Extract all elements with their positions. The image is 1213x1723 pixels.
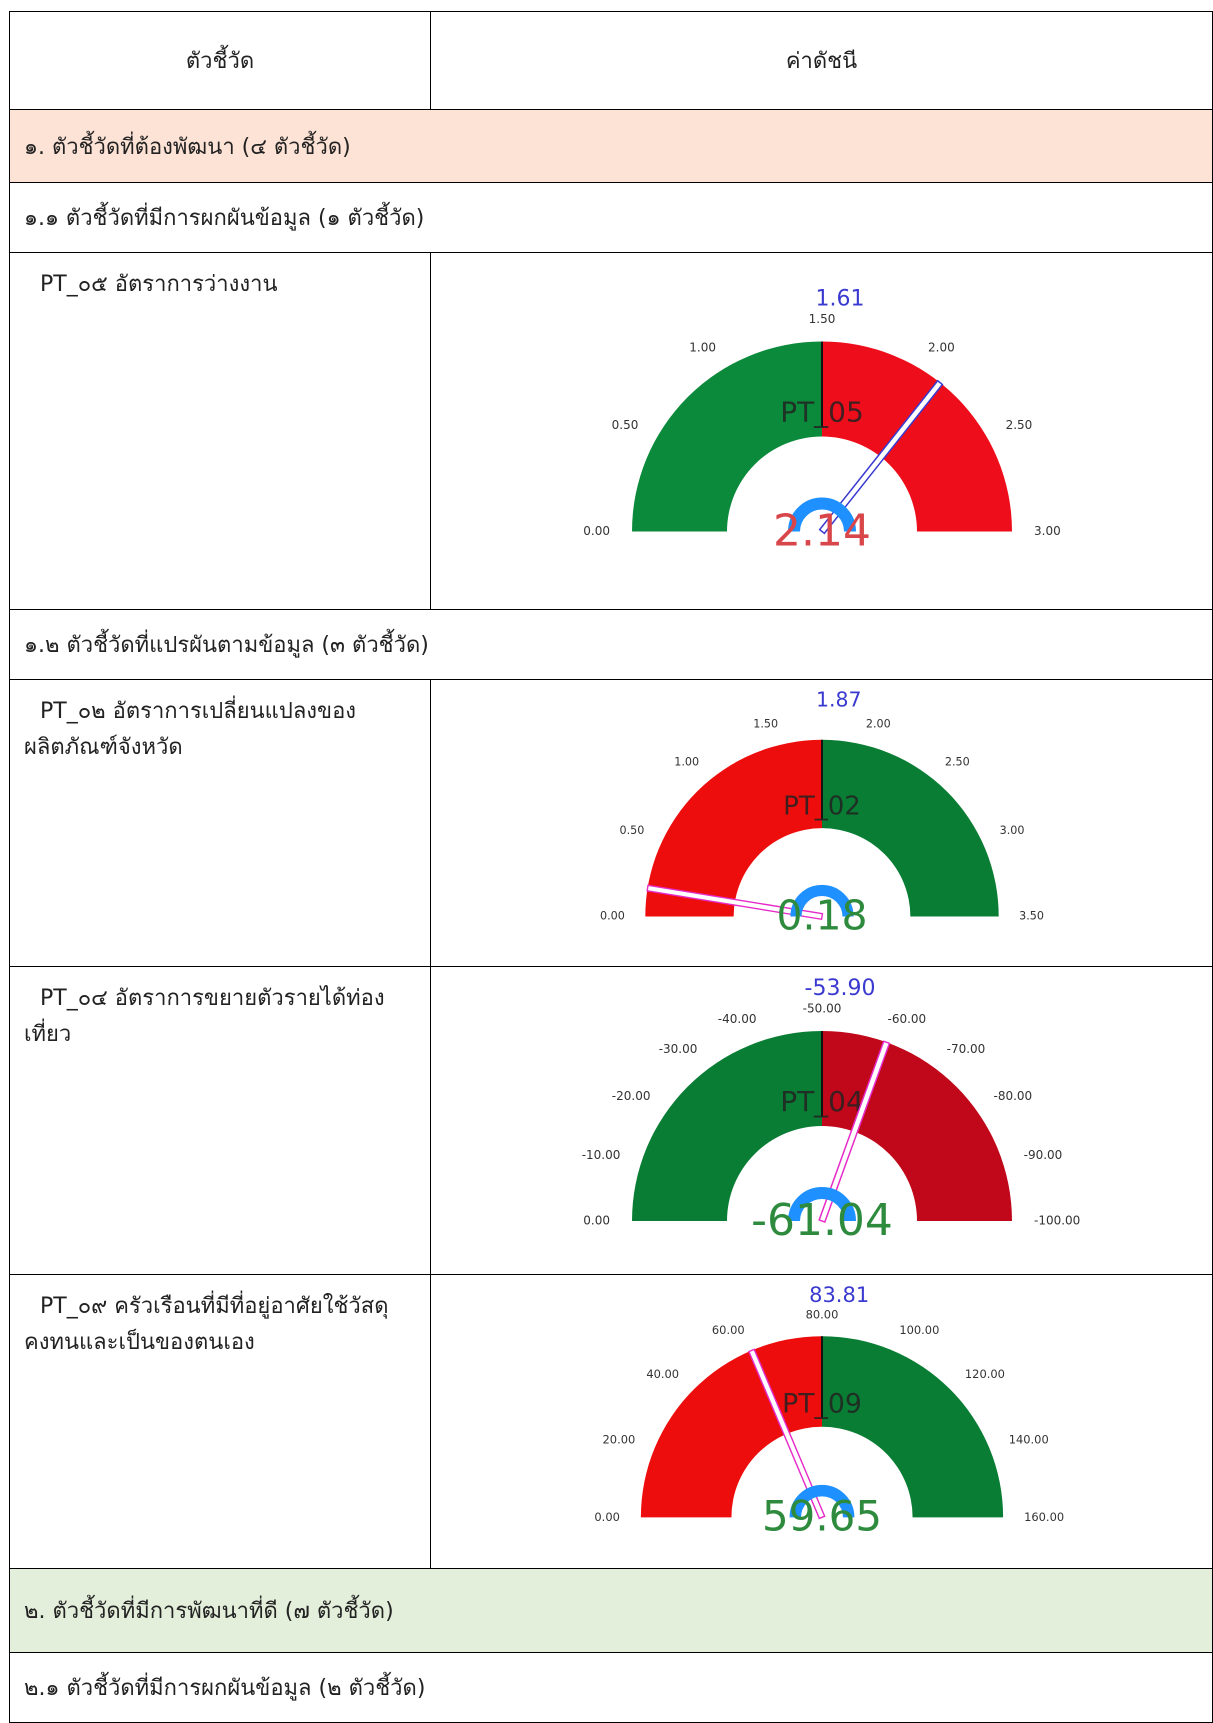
gauge-band: [644, 739, 822, 916]
indicator-row: PT_๐๔ อัตราการขยายตัวรายได้ท่องเที่ยว PT_…: [9, 966, 1213, 1275]
section-row: ๑.๒ ตัวชี้วัดที่แปรผันตามข้อมูล (๓ ตัวชี…: [9, 609, 1213, 680]
tick-label: -40.00: [717, 1011, 756, 1025]
indicator-name: PT_๐๒ อัตราการเปลี่ยนแปลงของผลิตภัณฑ์จัง…: [9, 679, 431, 967]
gauge-reading: 1.61: [815, 286, 864, 311]
tick-label: 0.00: [583, 1213, 610, 1227]
tick-label: 120.00: [964, 1366, 1004, 1380]
section-row: ๑. ตัวชี้วัดที่ต้องพัฒนา (๔ ตัวชี้วัด): [9, 109, 1213, 183]
table-body: ตัวชี้วัด ค่าดัชนี ๑. ตัวชี้วัดที่ต้องพั…: [9, 11, 1213, 1723]
gauge-band: [821, 1335, 1003, 1517]
tick-label: 2.00: [928, 340, 955, 354]
gauge-value: 59.65: [761, 1491, 881, 1540]
needle-hub: [789, 884, 854, 917]
gauge-cell: PT_02 0.00 0.50 1.00 1.50 2.00 2.50 3.00 3.50 1.8…: [430, 679, 1213, 967]
tick-label: 2.50: [1005, 418, 1032, 432]
section-cell: ๑.๒ ตัวชี้วัดที่แปรผันตามข้อมูล (๓ ตัวชี…: [9, 609, 1213, 680]
gauge: PT_05 0.00 0.50 1.00 1.50 2.00 2.50 3.00 1.61 2.1…: [583, 286, 1061, 556]
tick-label: 1.00: [674, 755, 699, 768]
section-row: ๒.๑ ตัวชี้วัดที่มีการผกผันข้อมูล (๒ ตัวช…: [9, 1652, 1213, 1723]
header-cell: ค่าดัชนี: [430, 11, 1213, 110]
tick-label: -20.00: [611, 1088, 650, 1102]
tick-label: 60.00: [711, 1323, 744, 1337]
gauge-cell: PT_09 0.00 20.00 40.00 60.00 80.00 100.00 120.0…: [430, 1274, 1213, 1569]
tick-label: 3.00: [1034, 524, 1061, 538]
tick-label: -10.00: [581, 1147, 620, 1161]
section-row: ๒. ตัวชี้วัดที่มีการพัฒนาที่ดี (๗ ตัวชี้…: [9, 1568, 1213, 1653]
gauge-band: [821, 1030, 1012, 1221]
needle-hub: [787, 1186, 856, 1221]
section-cell: ๒. ตัวชี้วัดที่มีการพัฒนาที่ดี (๗ ตัวชี้…: [9, 1568, 1213, 1653]
tick-label: -60.00: [887, 1011, 926, 1025]
tick-label: 20.00: [602, 1432, 635, 1446]
tick-label: 2.00: [865, 717, 890, 730]
gauge-value: 2.14: [773, 505, 871, 556]
tick-label: 1.50: [808, 312, 835, 326]
gauge-cell: PT_04 0.00 -10.00 -20.00 -30.00 -40.00 -50.00-…: [430, 966, 1213, 1275]
header-row: ตัวชี้วัด ค่าดัชนี: [9, 11, 1213, 110]
tick-label: -70.00: [946, 1041, 985, 1055]
needle-hub: [787, 497, 856, 532]
tick-label: 140.00: [1008, 1432, 1048, 1446]
tick-label: 1.00: [689, 340, 716, 354]
tick-label: 0.00: [594, 1509, 619, 1523]
gauge: PT_02 0.00 0.50 1.00 1.50 2.00 2.50 3.00 3.50 1.8…: [599, 687, 1044, 939]
needle: [645, 884, 823, 920]
section-cell: ๒.๑ ตัวชี้วัดที่มีการผกผันข้อมูล (๒ ตัวช…: [9, 1652, 1213, 1723]
indicator-row: PT_๐๕ อัตราการว่างงาน PT_05 0.00 0.50 1.00 1.…: [9, 252, 1213, 610]
tick-label: 2.50: [944, 755, 969, 768]
tick-label: 3.00: [999, 823, 1024, 836]
gauge: PT_09 0.00 20.00 40.00 60.00 80.00 100.00 120.0…: [594, 1283, 1064, 1541]
gauge-title: PT_09: [782, 1388, 862, 1419]
gauge-value: 0.18: [776, 891, 867, 939]
gauge-reading: 83.81: [809, 1283, 869, 1307]
gauge: PT_040.00-10.00-20.00-30.00-40.00-50.00-…: [581, 976, 1080, 1246]
tick-label: 1.50: [753, 717, 778, 730]
indicator-name: PT_๐๔ อัตราการขยายตัวรายได้ท่องเที่ยว: [9, 966, 431, 1275]
needle: [818, 379, 943, 534]
tick-label: -50.00: [802, 1001, 841, 1015]
gauge-band: [631, 341, 822, 531]
tick-label: 80.00: [805, 1307, 838, 1321]
gauge-value: -61.04: [751, 1195, 893, 1246]
gauge-title: PT_02: [783, 791, 861, 821]
tick-label: 0.50: [619, 823, 644, 836]
section-cell: ๑. ตัวชี้วัดที่ต้องพัฒนา (๔ ตัวชี้วัด): [9, 109, 1213, 183]
header-cell: ตัวชี้วัด: [9, 11, 431, 110]
section-row: ๑.๑ ตัวชี้วัดที่มีการผกผันข้อมูล (๑ ตัวช…: [9, 182, 1213, 253]
gauge-reading: -53.90: [804, 976, 875, 1001]
indicator-name: PT_๐๙ ครัวเรือนที่มีที่อยู่อาศัยใช้วัสดุ…: [9, 1274, 431, 1569]
gauge-band: [821, 341, 1012, 531]
gauge-band: [821, 739, 999, 916]
gauge-title: PT_04: [780, 1085, 864, 1118]
tick-label: 0.00: [583, 524, 610, 538]
gauge-reading: 1.87: [815, 687, 861, 711]
tick-label: 40.00: [646, 1366, 679, 1380]
tick-label: 0.50: [611, 418, 638, 432]
tick-label: -30.00: [658, 1041, 697, 1055]
tick-label: 3.50: [1019, 909, 1044, 922]
gauge-band: [640, 1335, 822, 1517]
gauge-title: PT_05: [780, 395, 864, 428]
gauge-band: [631, 1030, 822, 1221]
section-cell: ๑.๑ ตัวชี้วัดที่มีการผกผันข้อมูล (๑ ตัวช…: [9, 182, 1213, 253]
tick-label: 0.00: [599, 909, 624, 922]
needle-hub: [789, 1484, 854, 1518]
indicator-name: PT_๐๕ อัตราการว่างงาน: [9, 252, 431, 610]
needle: [747, 1347, 826, 1519]
tick-label: -80.00: [993, 1088, 1032, 1102]
index-table: ตัวชี้วัด ค่าดัชนี ๑. ตัวชี้วัดที่ต้องพั…: [9, 11, 1213, 1723]
needle: [817, 1039, 890, 1223]
indicator-row: PT_๐๙ ครัวเรือนที่มีที่อยู่อาศัยใช้วัสดุ…: [9, 1274, 1213, 1569]
tick-label: -90.00: [1023, 1147, 1062, 1161]
tick-label: -100.00: [1034, 1213, 1080, 1227]
indicator-row: PT_๐๒ อัตราการเปลี่ยนแปลงของผลิตภัณฑ์จัง…: [9, 679, 1213, 967]
tick-label: 160.00: [1024, 1509, 1064, 1523]
gauge-cell: PT_05 0.00 0.50 1.00 1.50 2.00 2.50 3.00 1.61 2.1…: [430, 252, 1213, 610]
tick-label: 100.00: [899, 1323, 939, 1337]
